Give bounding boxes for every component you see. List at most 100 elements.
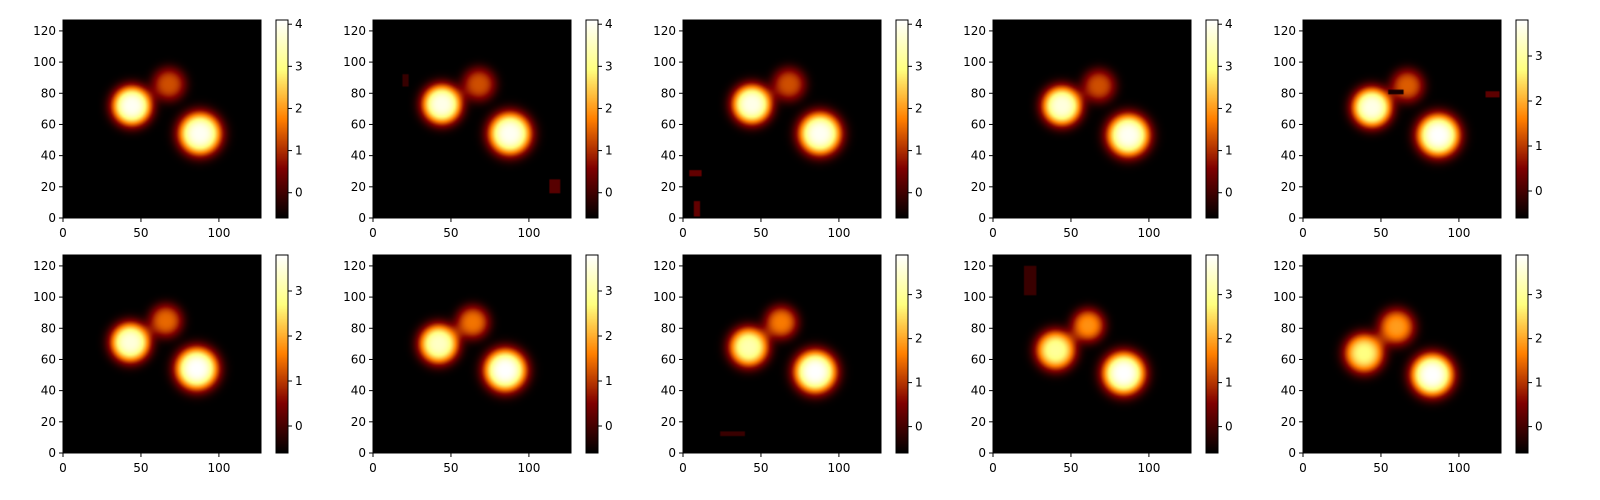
y-tick-label: 100 xyxy=(33,55,56,69)
x-tick-label: 0 xyxy=(1299,226,1307,240)
y-tick-label: 0 xyxy=(668,446,676,460)
colorbar-tick-label: 3 xyxy=(915,59,923,73)
y-tick-label: 80 xyxy=(41,321,56,335)
y-tick-label: 40 xyxy=(661,149,676,163)
y-tick-label: 80 xyxy=(971,86,986,100)
x-tick-label: 100 xyxy=(1447,461,1470,475)
heatmap-image xyxy=(63,255,261,453)
colorbar-tick-label: 1 xyxy=(295,144,303,158)
y-tick-label: 120 xyxy=(963,259,986,273)
heatmap-panel-8: 0 50 100 0 20 40 60 80 100 120 0 1 2 3 xyxy=(653,254,923,475)
x-tick-label: 100 xyxy=(1137,461,1160,475)
y-tick-label: 100 xyxy=(963,290,986,304)
colorbar-tick-label: 2 xyxy=(915,332,923,346)
y-tick-label: 20 xyxy=(1281,415,1296,429)
x-tick-label: 100 xyxy=(1137,226,1160,240)
colorbar-tick-label: 2 xyxy=(295,329,303,343)
y-tick-label: 0 xyxy=(668,211,676,225)
colorbar-tick-label: 3 xyxy=(1225,288,1233,302)
x-tick-label: 50 xyxy=(1373,226,1388,240)
colorbar-tick-label: 1 xyxy=(605,144,613,158)
x-tick-label: 0 xyxy=(1299,461,1307,475)
y-tick-label: 120 xyxy=(653,24,676,38)
y-tick-label: 20 xyxy=(971,180,986,194)
y-tick-label: 40 xyxy=(661,384,676,398)
colorbar-frame xyxy=(1515,254,1529,454)
y-tick-label: 0 xyxy=(1288,446,1296,460)
y-tick-label: 60 xyxy=(351,117,366,131)
colorbar xyxy=(586,255,598,453)
y-tick-label: 60 xyxy=(41,117,56,131)
x-tick-label: 100 xyxy=(207,226,230,240)
colorbar-tick-label: 3 xyxy=(295,284,303,298)
y-tick-label: 40 xyxy=(351,384,366,398)
y-tick-label: 20 xyxy=(661,180,676,194)
colorbar xyxy=(1516,255,1528,453)
y-tick-label: 100 xyxy=(343,290,366,304)
y-tick-label: 0 xyxy=(358,211,366,225)
colorbar xyxy=(896,255,908,453)
plot-frame xyxy=(1302,254,1502,454)
y-tick-label: 100 xyxy=(343,55,366,69)
colorbar-tick-label: 2 xyxy=(915,101,923,115)
x-tick-label: 50 xyxy=(443,226,458,240)
colorbar xyxy=(1516,20,1528,218)
colorbar-tick-label: 0 xyxy=(1535,184,1543,198)
colorbar-tick-label: 2 xyxy=(1225,332,1233,346)
y-tick-label: 80 xyxy=(351,321,366,335)
y-tick-label: 40 xyxy=(971,149,986,163)
x-tick-label: 50 xyxy=(133,461,148,475)
colorbar xyxy=(1206,20,1218,218)
heatmap-panel-3: 0 50 100 0 20 40 60 80 100 120 0 1 2 3 4 xyxy=(653,17,923,240)
colorbar-tick-label: 0 xyxy=(605,419,613,433)
y-tick-label: 100 xyxy=(963,55,986,69)
colorbar-tick-label: 4 xyxy=(915,17,923,31)
y-tick-label: 100 xyxy=(1273,55,1296,69)
colorbar-tick-label: 2 xyxy=(605,101,613,115)
colorbar-tick-label: 0 xyxy=(1225,186,1233,200)
heatmap-image xyxy=(373,255,571,453)
x-tick-label: 50 xyxy=(1063,461,1078,475)
x-tick-label: 100 xyxy=(827,461,850,475)
y-tick-label: 20 xyxy=(351,180,366,194)
colorbar-frame xyxy=(895,19,909,219)
y-tick-label: 120 xyxy=(963,24,986,38)
x-tick-label: 100 xyxy=(517,226,540,240)
y-tick-label: 80 xyxy=(1281,321,1296,335)
y-tick-label: 0 xyxy=(48,446,56,460)
colorbar-tick-label: 2 xyxy=(1225,101,1233,115)
colorbar-tick-label: 2 xyxy=(295,101,303,115)
y-tick-label: 40 xyxy=(351,149,366,163)
colorbar-tick-label: 0 xyxy=(915,186,923,200)
colorbar xyxy=(896,20,908,218)
colorbar-tick-label: 3 xyxy=(1225,59,1233,73)
y-tick-label: 40 xyxy=(41,384,56,398)
colorbar-tick-label: 0 xyxy=(1535,420,1543,434)
y-tick-label: 40 xyxy=(1281,149,1296,163)
heatmap-panel-7: 0 50 100 0 20 40 60 80 100 120 0 1 2 3 xyxy=(343,254,613,475)
heatmap-image xyxy=(683,255,881,453)
heatmap-panel-6: 0 50 100 0 20 40 60 80 100 120 0 1 2 3 xyxy=(33,254,303,475)
x-tick-label: 100 xyxy=(827,226,850,240)
colorbar xyxy=(276,20,288,218)
colorbar-frame xyxy=(1205,254,1219,454)
colorbar-tick-label: 4 xyxy=(295,17,303,31)
heatmap-image xyxy=(993,255,1191,453)
y-tick-label: 100 xyxy=(653,55,676,69)
plot-frame xyxy=(992,254,1192,454)
y-tick-label: 20 xyxy=(41,180,56,194)
x-tick-label: 50 xyxy=(753,226,768,240)
heatmap-image xyxy=(683,20,881,218)
colorbar-tick-label: 3 xyxy=(605,59,613,73)
colorbar-frame xyxy=(585,19,599,219)
x-tick-label: 0 xyxy=(989,226,997,240)
x-tick-label: 50 xyxy=(1063,226,1078,240)
plot-frame xyxy=(682,254,882,454)
y-tick-label: 0 xyxy=(978,446,986,460)
colorbar-tick-label: 1 xyxy=(1535,139,1543,153)
y-tick-label: 20 xyxy=(1281,180,1296,194)
colorbar-tick-label: 2 xyxy=(1535,332,1543,346)
y-tick-label: 120 xyxy=(653,259,676,273)
colorbar-tick-label: 1 xyxy=(915,376,923,390)
colorbar-tick-label: 0 xyxy=(915,420,923,434)
